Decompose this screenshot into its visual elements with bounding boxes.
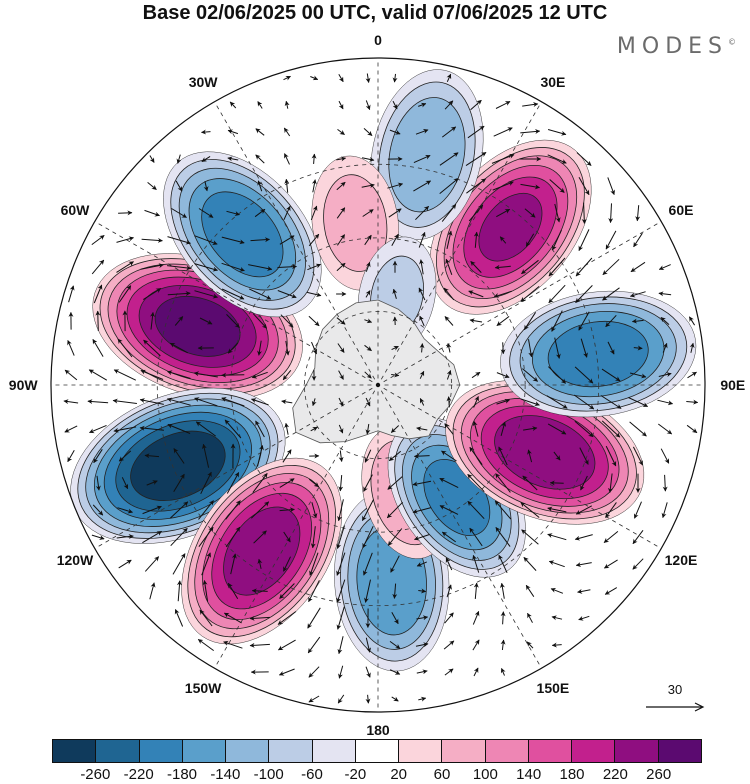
colorbar-box [356, 740, 399, 762]
colorbar-tick-label: -100 [254, 766, 284, 783]
colorbar-tick-label: -180 [167, 766, 197, 783]
vector-reference-arrow [640, 682, 710, 718]
wind-vector-arrow [118, 213, 132, 214]
colorbar-box [529, 740, 572, 762]
colorbar-tick-label: -140 [210, 766, 240, 783]
colorbar-tick-labels: -260 -220 -180 -140 -100 -60 -20 20 60 100 140 180 2… [0, 766, 750, 784]
colorbar-box [313, 740, 356, 762]
colorbar-tick-label: 60 [434, 766, 451, 783]
colorbar-box [53, 740, 96, 762]
colorbar-tick-label: 100 [473, 766, 498, 783]
colorbar-tick-label: -60 [301, 766, 323, 783]
colorbar-box [140, 740, 183, 762]
colorbar-box [96, 740, 139, 762]
longitude-label: 90E [720, 377, 745, 393]
wind-vector-arrow [222, 375, 245, 376]
longitude-label: 120E [665, 552, 698, 568]
colorbar-box [486, 740, 529, 762]
colorbar-box [615, 740, 658, 762]
wind-vector-arrow [98, 311, 99, 331]
colorbar-box [442, 740, 485, 762]
colorbar-box [269, 740, 312, 762]
longitude-label: 120W [57, 552, 94, 568]
colorbar-tick-label: -20 [344, 766, 366, 783]
colorbar-tick-label: -260 [80, 766, 110, 783]
longitude-label: 150E [537, 680, 570, 696]
vector-reference: 30 [640, 682, 710, 718]
colorbar-tick-label: -220 [124, 766, 154, 783]
colorbar-box [399, 740, 442, 762]
longitude-label: 30E [540, 74, 565, 90]
colorbar-box [572, 740, 615, 762]
colorbar-tick-label: 140 [516, 766, 541, 783]
colorbar-tick-label: 220 [603, 766, 628, 783]
wind-vector-arrow [503, 342, 504, 353]
colorbar-box [183, 740, 226, 762]
colorbar-tick-label: 260 [646, 766, 671, 783]
longitude-label: 90W [9, 377, 39, 393]
south-pole-marker [376, 383, 380, 387]
longitude-label: 60E [669, 202, 694, 218]
polar-map: 0 30E 60E 90E 120E 150E 180 150W 120W 90W 60W 30W [0, 0, 750, 736]
longitude-label: 30W [189, 74, 219, 90]
longitude-label: 150W [185, 680, 222, 696]
longitude-label: 0 [374, 32, 382, 48]
colorbar-tick-label: 20 [390, 766, 407, 783]
longitude-label: 60W [61, 202, 91, 218]
longitude-label: 180 [366, 722, 390, 736]
colorbar-tick-label: 180 [559, 766, 584, 783]
colorbar [52, 739, 702, 763]
colorbar-box [659, 740, 701, 762]
colorbar-box [226, 740, 269, 762]
